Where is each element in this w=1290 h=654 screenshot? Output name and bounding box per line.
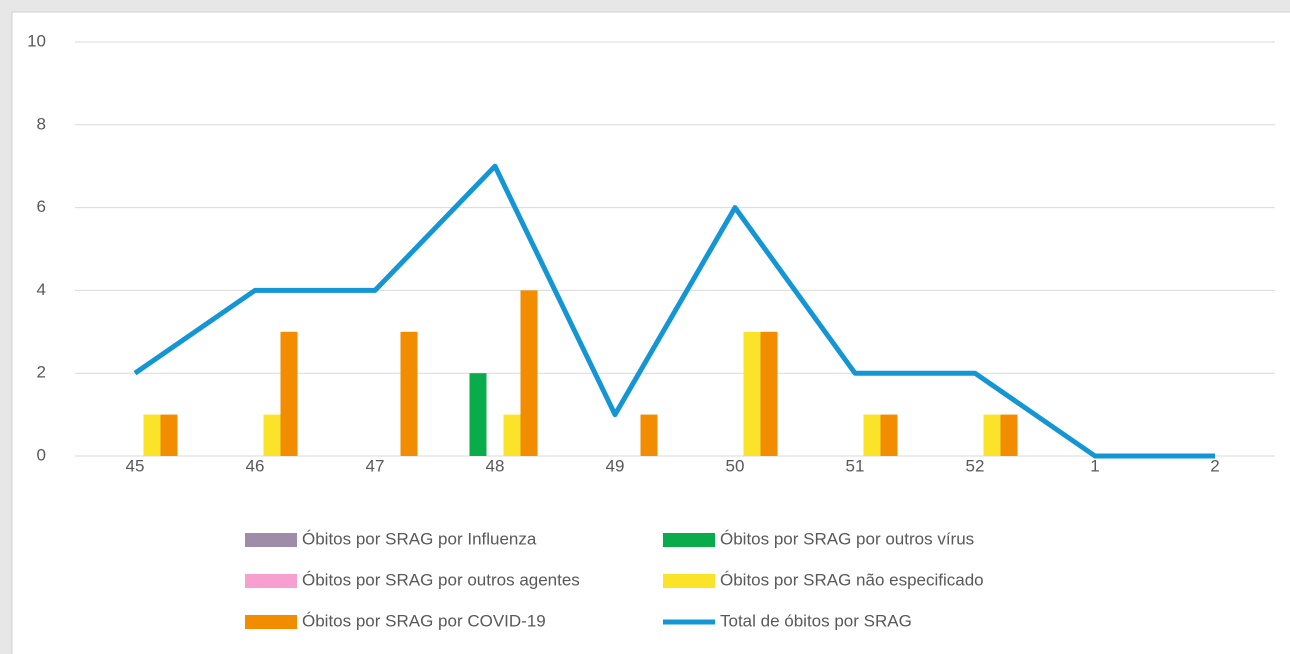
bar (160, 414, 178, 456)
legend-label: Óbitos por SRAG por outros agentes (302, 570, 580, 589)
x-tick-label: 51 (846, 456, 865, 475)
legend-label: Total de óbitos por SRAG (720, 611, 912, 630)
bar (280, 331, 298, 456)
bar (743, 331, 761, 456)
legend-swatch (663, 533, 715, 547)
legend-swatch (245, 574, 297, 588)
legend-label: Óbitos por SRAG não especificado (720, 570, 984, 589)
bar (863, 414, 881, 456)
y-tick-label: 6 (37, 197, 46, 216)
bar (880, 414, 898, 456)
x-tick-label: 52 (966, 456, 985, 475)
x-tick-label: 50 (726, 456, 745, 475)
legend-swatch (245, 533, 297, 547)
bar (263, 414, 281, 456)
legend-label: Óbitos por SRAG por Influenza (302, 529, 537, 548)
y-tick-label: 10 (27, 31, 46, 50)
legend-label: Óbitos por SRAG por outros vírus (720, 529, 974, 548)
legend-swatch (245, 615, 297, 629)
x-tick-label: 47 (366, 456, 385, 475)
bar (640, 414, 658, 456)
line (133, 163, 1215, 459)
x-tick-label: 46 (246, 456, 265, 475)
bar (520, 290, 538, 456)
y-tick-label: 4 (37, 280, 46, 299)
bar (469, 373, 487, 456)
x-tick-label: 49 (606, 456, 625, 475)
y-tick-label: 2 (37, 363, 46, 382)
bar (760, 331, 778, 456)
bar (143, 414, 161, 456)
x-tick-label: 45 (126, 456, 145, 475)
bar (503, 414, 521, 456)
bar (400, 331, 418, 456)
legend-label: Óbitos por SRAG por COVID-19 (302, 611, 546, 630)
chart-area (11, 11, 1290, 654)
bar (1000, 414, 1018, 456)
legend-swatch (663, 574, 715, 588)
x-tick-label: 1 (1090, 456, 1099, 475)
x-tick-label: 2 (1210, 456, 1219, 475)
x-tick-label: 48 (486, 456, 505, 475)
y-tick-label: 8 (37, 114, 46, 133)
bar (983, 414, 1001, 456)
y-tick-label: 0 (37, 445, 46, 464)
